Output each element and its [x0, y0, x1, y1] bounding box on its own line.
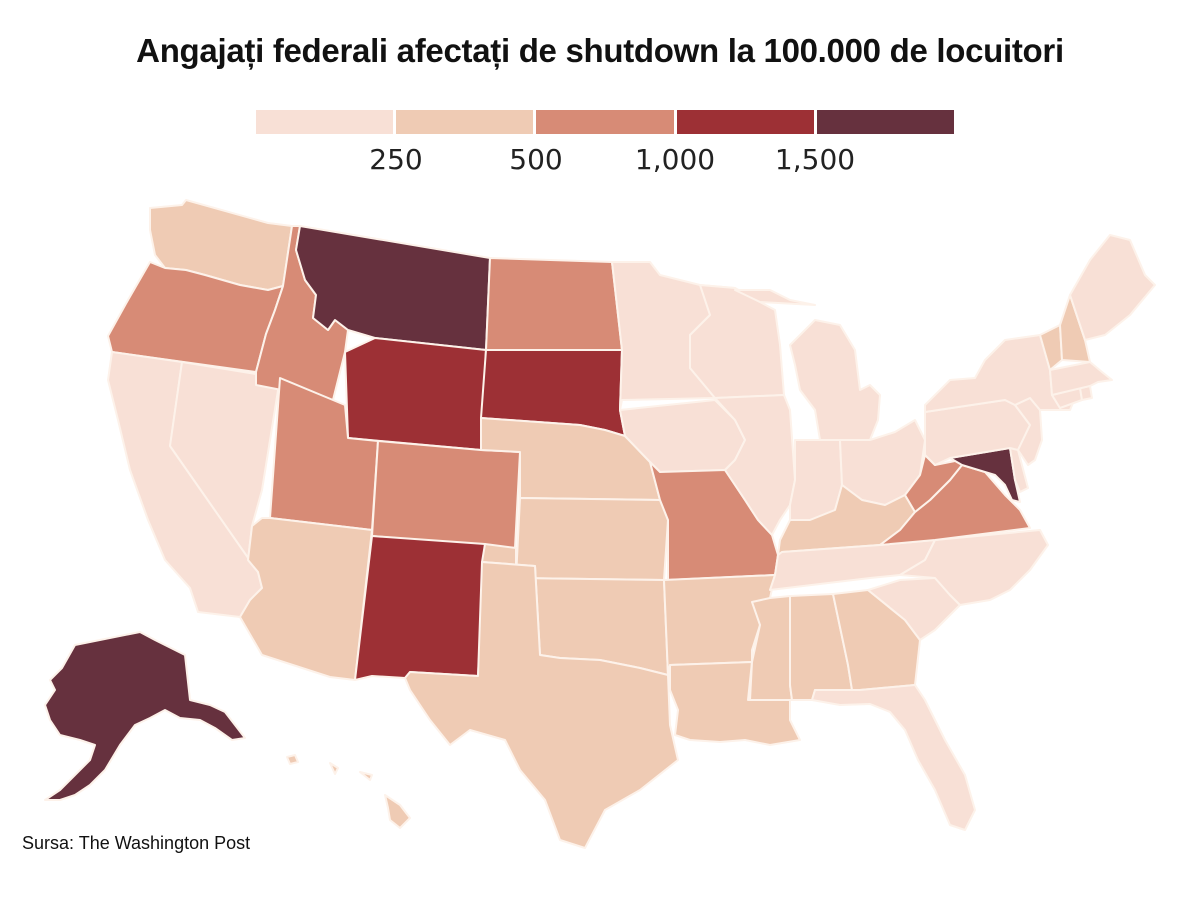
- state-mississippi: [749, 595, 793, 701]
- state-north-carolina: [899, 529, 1049, 606]
- state-colorado: [371, 440, 521, 549]
- legend-swatch-3: [676, 110, 814, 134]
- state-indiana: [789, 439, 843, 521]
- state-hawaii: [286, 754, 411, 829]
- state-north-dakota: [485, 257, 623, 351]
- legend-label-250: 250: [369, 143, 423, 176]
- legend-swatch-0: [256, 110, 394, 134]
- map-title: Angajați federali afectați de shutdown l…: [136, 32, 1064, 69]
- state-new-hampshire: [1059, 294, 1091, 363]
- state-wyoming: [344, 337, 487, 451]
- state-illinois: [714, 394, 796, 536]
- state-kansas: [515, 497, 669, 581]
- source-credit: Sursa: The Washington Post: [22, 833, 251, 853]
- color-legend: [256, 110, 955, 134]
- legend-label-1500: 1,500: [774, 143, 856, 176]
- state-florida: [811, 684, 976, 831]
- state-alaska: [44, 631, 246, 801]
- legend-swatch-4: [816, 110, 955, 134]
- legend-labels: 250 500 1,000 1,500: [0, 143, 1200, 183]
- state-arizona: [239, 517, 373, 681]
- legend-label-1000: 1,000: [634, 143, 716, 176]
- legend-label-500: 500: [509, 143, 563, 176]
- state-new-mexico: [354, 535, 486, 681]
- legend-swatch-1: [396, 110, 534, 134]
- state-maine: [1069, 234, 1156, 341]
- state-michigan: [734, 289, 881, 443]
- state-texas: [404, 561, 679, 849]
- legend-swatch-2: [536, 110, 674, 134]
- state-massachusetts: [1049, 361, 1113, 396]
